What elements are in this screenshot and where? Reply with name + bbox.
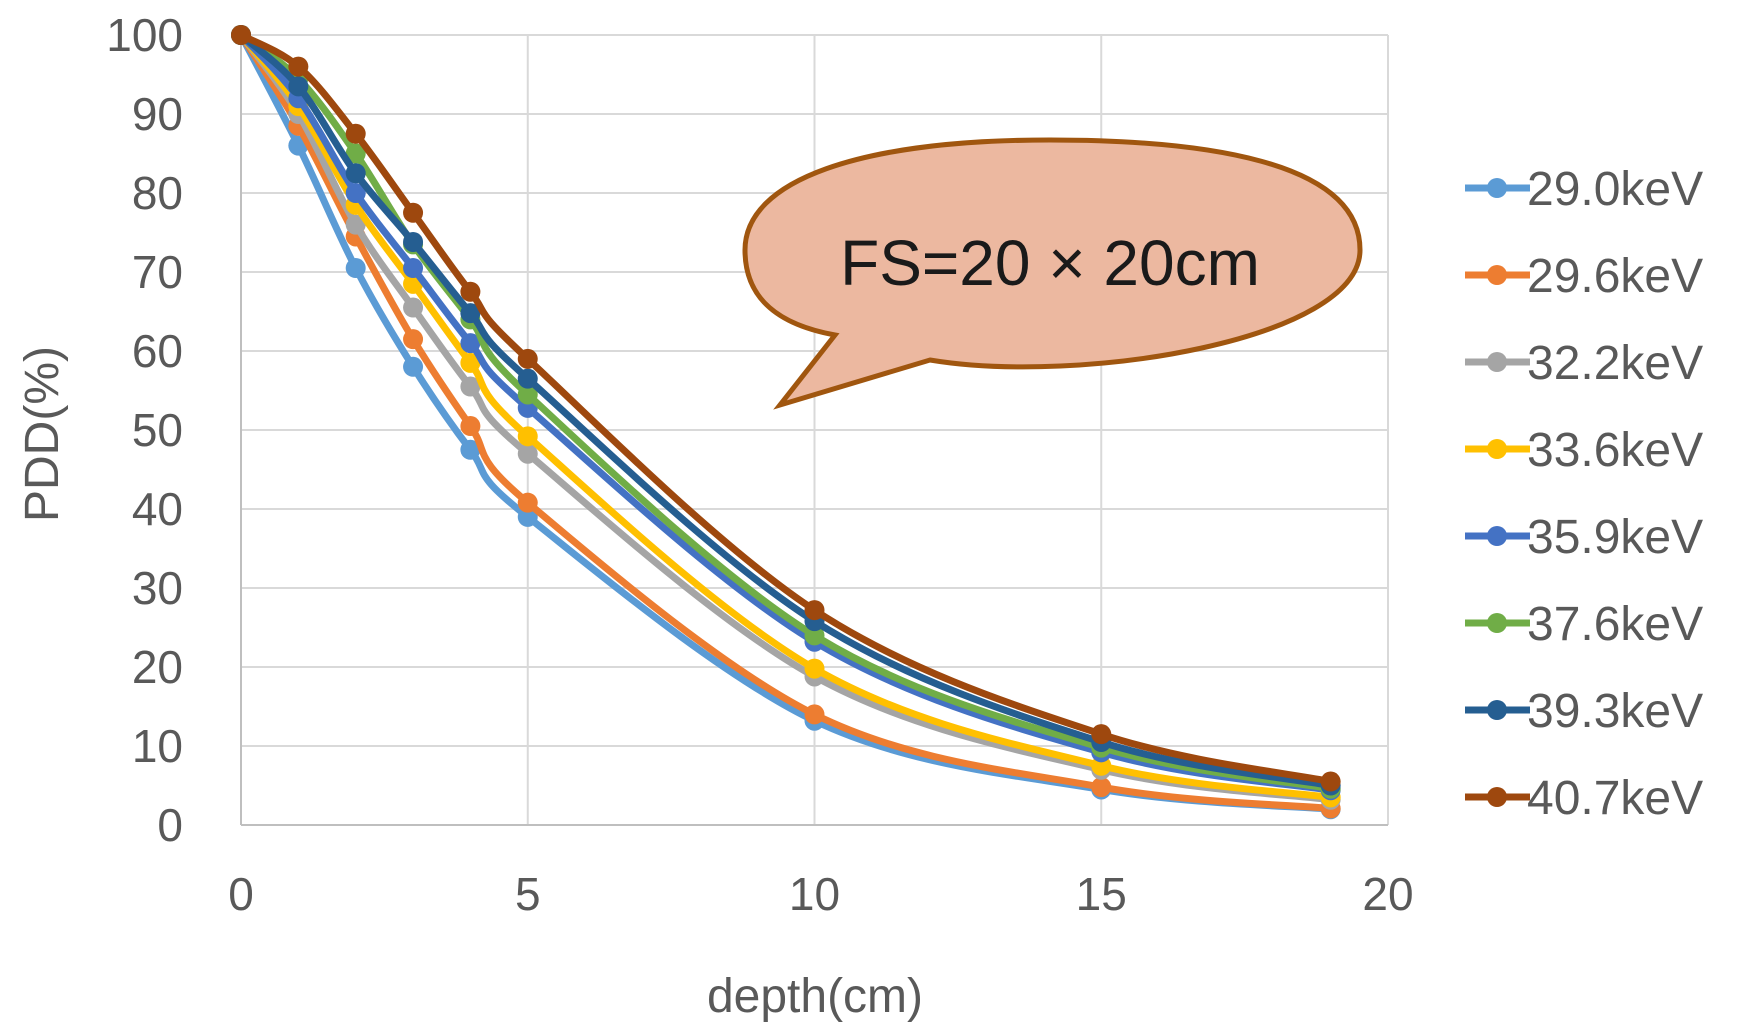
data-point	[288, 56, 309, 77]
legend-swatch-marker	[1487, 700, 1507, 720]
data-point	[403, 258, 424, 279]
legend-swatch-marker	[1487, 526, 1507, 546]
legend-item: 32.2keV	[1465, 337, 1703, 390]
series-32.2keV	[231, 25, 1341, 810]
data-point	[460, 376, 481, 397]
y-tick-label: 0	[157, 799, 183, 851]
data-point	[1091, 724, 1112, 745]
data-point	[517, 443, 538, 464]
y-tick-label: 40	[132, 483, 183, 535]
legend-label: 35.9keV	[1527, 511, 1703, 564]
legend-item: 29.6keV	[1465, 250, 1703, 303]
y-tick-label: 80	[132, 167, 183, 219]
x-axis-title: depth(cm)	[707, 970, 923, 1023]
y-tick-label: 70	[132, 246, 183, 298]
data-point	[345, 143, 366, 164]
data-point	[804, 600, 825, 621]
legend-label: 39.3keV	[1527, 685, 1703, 738]
x-tick-label: 10	[789, 868, 840, 920]
callout-text: FS=20 × 20cm	[840, 227, 1260, 299]
legend-swatch-marker	[1487, 178, 1507, 198]
legend-item: 29.0keV	[1465, 163, 1703, 216]
y-tick-label: 20	[132, 641, 183, 693]
series-39.3keV	[231, 25, 1341, 796]
series-line	[237, 31, 1335, 804]
legend-swatch-marker	[1487, 352, 1507, 372]
series-35.9keV	[231, 25, 1341, 801]
x-tick-label: 20	[1362, 868, 1413, 920]
series-40.7keV	[231, 25, 1341, 792]
x-tick-label: 0	[228, 868, 254, 920]
legend-label: 33.6keV	[1527, 424, 1703, 477]
data-point	[403, 297, 424, 318]
legend-swatch-marker	[1487, 787, 1507, 807]
y-tick-label: 10	[132, 720, 183, 772]
series-37.6keV	[231, 25, 1341, 799]
axes: 0 10 20 30 40 50 60 70 80 90 100 0 5 10 15 20	[106, 9, 1413, 920]
legend-label: 40.7keV	[1527, 772, 1703, 825]
data-point	[517, 492, 538, 513]
data-point	[517, 384, 538, 405]
y-tick-label: 60	[132, 325, 183, 377]
data-point	[460, 439, 481, 460]
legend: 29.0keV 29.6keV 32.2keV 33.6keV 35.9keV 37.6k…	[1465, 163, 1703, 825]
data-point	[1091, 777, 1112, 798]
y-tick-label: 50	[132, 404, 183, 456]
legend-item: 39.3keV	[1465, 685, 1703, 738]
callout-shape	[742, 137, 1363, 410]
data-point	[231, 25, 251, 45]
data-point	[1320, 771, 1341, 792]
data-point	[288, 76, 309, 97]
data-point	[403, 356, 424, 377]
data-point	[345, 183, 366, 203]
data-point	[460, 352, 481, 373]
data-point	[345, 123, 366, 144]
data-point	[460, 303, 481, 324]
callout-bubble: FS=20 × 20cm	[742, 137, 1363, 410]
y-tick-label: 100	[106, 9, 183, 61]
legend-label: 29.6keV	[1527, 250, 1703, 303]
legend-label: 32.2keV	[1527, 337, 1703, 390]
legend-swatch-marker	[1487, 613, 1507, 633]
data-point	[345, 214, 366, 235]
legend-swatch-marker	[1487, 265, 1507, 285]
series-layer	[231, 25, 1341, 820]
legend-item: 35.9keV	[1465, 511, 1703, 564]
y-tick-label: 30	[132, 562, 183, 614]
data-point	[460, 416, 481, 437]
x-tick-label: 15	[1076, 868, 1127, 920]
data-point	[517, 348, 538, 369]
legend-item: 37.6keV	[1465, 598, 1703, 651]
data-point	[517, 426, 538, 447]
series-line	[237, 31, 1335, 812]
x-tick-label: 5	[515, 868, 541, 920]
data-point	[517, 368, 538, 389]
data-point	[517, 506, 538, 527]
legend-swatch-marker	[1487, 439, 1507, 459]
data-point	[345, 163, 366, 184]
data-point	[460, 333, 481, 354]
data-point	[403, 202, 424, 223]
data-point	[403, 231, 424, 252]
data-point	[804, 625, 825, 646]
data-point	[403, 329, 424, 350]
legend-item: 33.6keV	[1465, 424, 1703, 477]
legend-item: 40.7keV	[1465, 772, 1703, 825]
y-axis-title: PDD(%)	[16, 346, 69, 522]
data-point	[460, 281, 481, 302]
data-point	[345, 258, 366, 279]
y-tick-label: 90	[132, 88, 183, 140]
series-33.6keV	[231, 25, 1341, 808]
gridlines	[241, 34, 1389, 825]
legend-label: 29.0keV	[1527, 163, 1703, 216]
data-point	[804, 658, 825, 679]
data-point	[804, 704, 825, 725]
legend-label: 37.6keV	[1527, 598, 1703, 651]
